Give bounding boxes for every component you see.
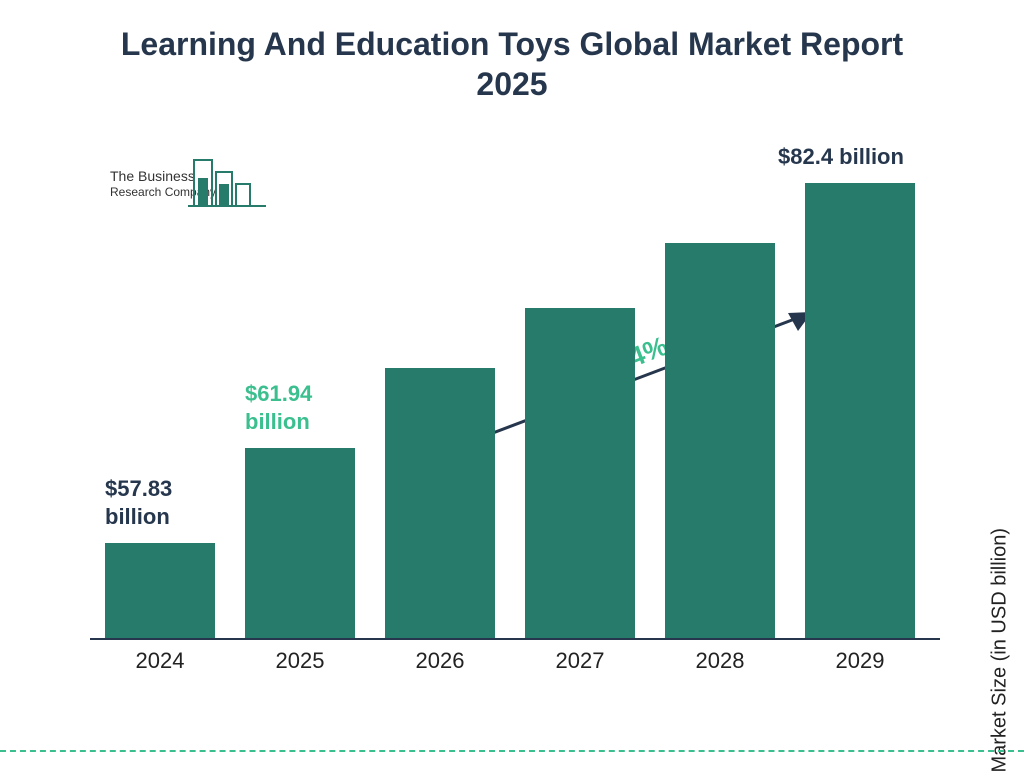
x-axis-line: [90, 638, 940, 640]
footer-divider: [0, 750, 1024, 752]
x-label-2026: 2026: [385, 648, 495, 674]
bar-2025: [245, 448, 355, 638]
bar-2026: [385, 368, 495, 638]
x-label-2028: 2028: [665, 648, 775, 674]
value-label-2: $82.4 billion: [778, 143, 904, 171]
bar-chart: CAGR 7.4% 202420252026202720282029$57.83…: [90, 140, 940, 680]
x-label-2025: 2025: [245, 648, 355, 674]
bar-2028: [665, 243, 775, 638]
bar-2027: [525, 308, 635, 638]
x-label-2024: 2024: [105, 648, 215, 674]
value-label-1: $61.94billion: [245, 380, 312, 435]
bar-2024: [105, 543, 215, 638]
bar-2029: [805, 183, 915, 638]
x-label-2027: 2027: [525, 648, 635, 674]
chart-title: Learning And Education Toys Global Marke…: [0, 24, 1024, 104]
value-label-0: $57.83billion: [105, 475, 172, 530]
x-label-2029: 2029: [805, 648, 915, 674]
y-axis-label: Market Size (in USD billion): [989, 528, 1012, 773]
